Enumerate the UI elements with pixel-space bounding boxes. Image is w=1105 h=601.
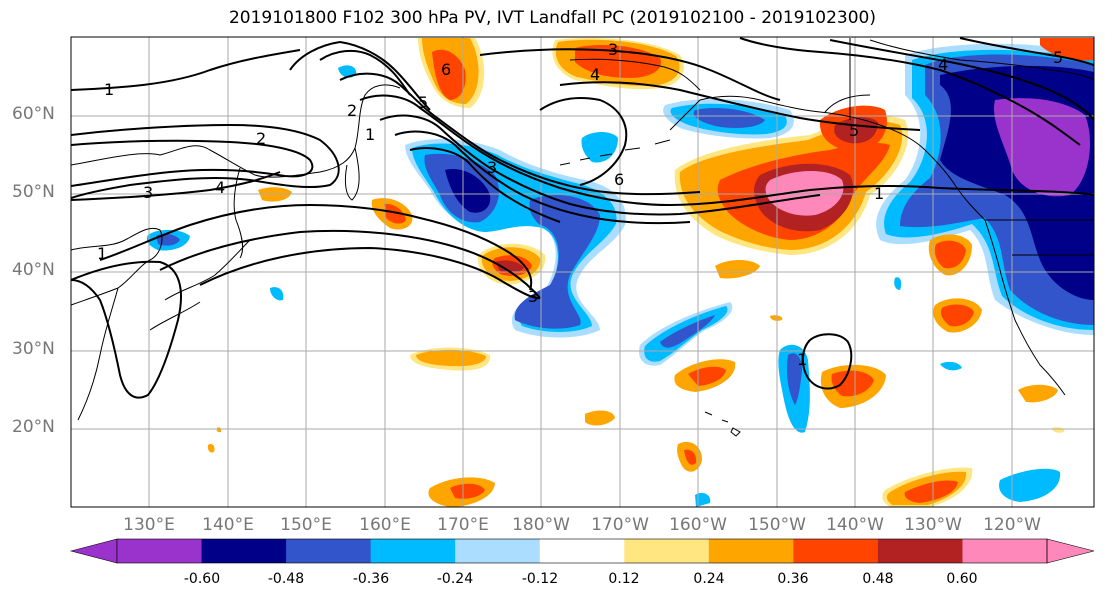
colorbar-segment bbox=[201, 539, 287, 563]
lon-label: 130°W bbox=[904, 515, 962, 535]
lon-label: 120°W bbox=[983, 515, 1041, 535]
colorbar-extend-low bbox=[69, 538, 118, 564]
contour-label: 4 bbox=[938, 55, 948, 74]
colorbar bbox=[69, 538, 1095, 564]
colorbar-segment bbox=[877, 539, 963, 563]
colorbar-segment bbox=[624, 539, 710, 563]
lon-label: 160°W bbox=[669, 515, 727, 535]
lon-label: 180°W bbox=[512, 515, 570, 535]
contour-label: 3 bbox=[528, 287, 538, 306]
lon-label: 150°E bbox=[280, 515, 332, 535]
colorbar-tick-label: 0.12 bbox=[608, 571, 640, 587]
contour-label: 5 bbox=[418, 93, 428, 112]
map-area: 1 2 3 4 1 2 1 5 6 3 4 3 6 3 5 1 4 5 1 bbox=[71, 37, 1094, 507]
lon-label: 140°E bbox=[202, 515, 254, 535]
lon-label: 170°E bbox=[437, 515, 489, 535]
lat-label: 40°N bbox=[12, 260, 55, 280]
colorbar-tick-label: -0.24 bbox=[436, 571, 474, 587]
colorbar-segment bbox=[286, 539, 372, 563]
colorbar-tick-label: -0.12 bbox=[521, 571, 559, 587]
contour-label: 3 bbox=[143, 183, 153, 202]
colorbar-segments bbox=[117, 539, 1048, 563]
contour-label: 5 bbox=[849, 121, 859, 140]
colorbar-tick-label: 0.60 bbox=[946, 571, 978, 587]
shaded-anomaly-field bbox=[146, 37, 1094, 507]
contour-label: 5 bbox=[1053, 48, 1063, 67]
colorbar-segment bbox=[793, 539, 879, 563]
contour-label: 2 bbox=[347, 101, 357, 120]
colorbar-segment bbox=[708, 539, 794, 563]
colorbar-segment bbox=[455, 539, 541, 563]
lon-label: 140°W bbox=[826, 515, 884, 535]
contour-label: 3 bbox=[487, 158, 497, 177]
contour-label: 1 bbox=[874, 184, 884, 203]
lat-label: 20°N bbox=[12, 417, 55, 437]
lat-label: 30°N bbox=[12, 339, 55, 359]
colorbar-tick-label: 0.36 bbox=[777, 571, 809, 587]
contour-labels: 1 2 3 4 1 2 1 5 6 3 4 3 6 3 5 1 4 5 1 bbox=[97, 40, 1063, 369]
colorbar-segment bbox=[539, 539, 625, 563]
contour-label: 4 bbox=[215, 178, 225, 197]
lon-label: 130°E bbox=[123, 515, 175, 535]
colorbar-tick-label: -0.60 bbox=[183, 571, 221, 587]
lon-label: 150°W bbox=[748, 515, 806, 535]
colorbar-segment bbox=[370, 539, 456, 563]
contour-label: 3 bbox=[608, 40, 618, 59]
coastlines bbox=[71, 38, 1094, 437]
pv-contours bbox=[71, 37, 1094, 399]
figure-title: 2019101800 F102 300 hPa PV, IVT Landfall… bbox=[228, 8, 876, 28]
lon-label: 170°W bbox=[591, 515, 649, 535]
colorbar-tick-label: -0.36 bbox=[352, 571, 390, 587]
contour-label: 1 bbox=[797, 350, 807, 369]
colorbar-tick-label: 0.48 bbox=[862, 571, 894, 587]
colorbar-segment bbox=[117, 539, 203, 563]
contour-label: 1 bbox=[104, 80, 114, 99]
contour-label: 1 bbox=[97, 244, 107, 263]
contour-label: 6 bbox=[441, 60, 451, 79]
colorbar-tick-label: -0.48 bbox=[267, 571, 305, 587]
contour-label: 2 bbox=[256, 129, 266, 148]
map-frame bbox=[70, 36, 1095, 508]
contour-label: 4 bbox=[590, 65, 600, 84]
contour-label: 6 bbox=[614, 170, 624, 189]
colorbar-tick-label: 0.24 bbox=[693, 571, 725, 587]
contour-label: 1 bbox=[365, 125, 375, 144]
colorbar-extend-high bbox=[1046, 538, 1095, 564]
colorbar-segment bbox=[962, 539, 1048, 563]
lat-label: 50°N bbox=[12, 182, 55, 202]
lat-label: 60°N bbox=[12, 104, 55, 124]
lon-label: 160°E bbox=[359, 515, 411, 535]
